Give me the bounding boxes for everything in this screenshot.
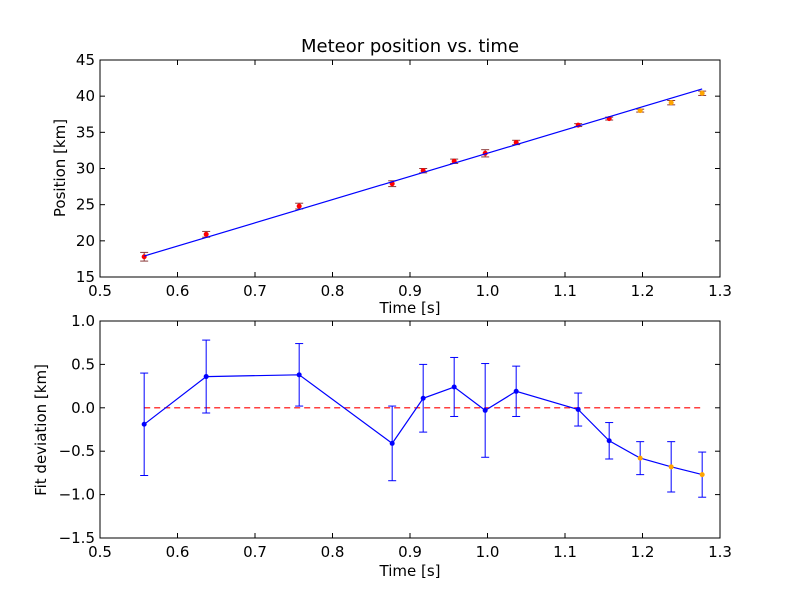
x-tick-label: 0.8 bbox=[321, 282, 345, 300]
data-point bbox=[575, 407, 581, 413]
y-tick-label: 30 bbox=[76, 160, 95, 178]
error-bar bbox=[636, 441, 645, 476]
data-point bbox=[296, 203, 302, 209]
data-point bbox=[420, 395, 426, 401]
data-point bbox=[668, 464, 674, 470]
x-tick-label: 0.5 bbox=[88, 543, 112, 561]
deviation-plot: 0.5 0.6 0.7 0.8 0.9 1.0 1.1 1.2 1.3 −1.5 −1.0 −0.5… bbox=[32, 312, 732, 580]
x-tick-label: 0.6 bbox=[166, 282, 190, 300]
x-tick-label: 1.2 bbox=[631, 543, 655, 561]
x-tick-label: 0.9 bbox=[398, 282, 422, 300]
error-bar bbox=[605, 422, 614, 460]
y-tick-label: 25 bbox=[76, 196, 95, 214]
y-tick-label: 20 bbox=[76, 232, 95, 250]
data-point bbox=[668, 100, 674, 106]
error-bar bbox=[202, 339, 211, 414]
error-bar bbox=[698, 90, 707, 96]
y-tick-label: −0.5 bbox=[59, 442, 95, 460]
data-point bbox=[699, 90, 705, 96]
x-tick-label: 0.5 bbox=[88, 282, 112, 300]
data-point bbox=[513, 388, 519, 394]
error-bar bbox=[667, 441, 676, 493]
x-tick-label: 0.8 bbox=[321, 543, 345, 561]
x-tick-label: 0.9 bbox=[398, 543, 422, 561]
data-point bbox=[606, 438, 612, 444]
error-bar bbox=[636, 108, 645, 114]
error-bar bbox=[450, 356, 459, 417]
error-bar bbox=[667, 100, 676, 106]
deviation-plot-area bbox=[140, 339, 707, 498]
x-tick-label: 0.7 bbox=[243, 282, 267, 300]
x-tick-label: 1.0 bbox=[476, 282, 500, 300]
error-bar bbox=[295, 343, 304, 407]
position-x-axis-label: Time [s] bbox=[379, 299, 441, 317]
y-tick-label: −1.0 bbox=[59, 486, 95, 504]
x-tick-label: 1.3 bbox=[708, 282, 732, 300]
y-tick-label: 15 bbox=[76, 268, 95, 286]
y-tick-label: 0.5 bbox=[71, 355, 95, 373]
deviation-x-axis-label: Time [s] bbox=[379, 562, 441, 580]
x-tick-label: 1.1 bbox=[553, 282, 577, 300]
y-tick-label: 0.0 bbox=[71, 399, 95, 417]
position-y-ticks: 15 20 25 30 35 40 45 bbox=[76, 51, 720, 286]
y-tick-label: 40 bbox=[76, 87, 95, 105]
data-point bbox=[296, 372, 302, 378]
y-tick-label: 35 bbox=[76, 123, 95, 141]
error-bar bbox=[388, 405, 397, 482]
data-point bbox=[637, 455, 643, 461]
x-tick-label: 1.1 bbox=[553, 543, 577, 561]
x-tick-label: 1.3 bbox=[708, 543, 732, 561]
data-point bbox=[389, 440, 395, 446]
x-tick-label: 1.0 bbox=[476, 543, 500, 561]
position-x-ticks: 0.5 0.6 0.7 0.8 0.9 1.0 1.1 1.2 1.3 bbox=[88, 60, 732, 300]
error-bar bbox=[481, 363, 490, 458]
position-plot-title: Meteor position vs. time bbox=[301, 36, 519, 57]
y-tick-label: −1.5 bbox=[59, 529, 95, 547]
deviation-x-ticks: 0.5 0.6 0.7 0.8 0.9 1.0 1.1 1.2 1.3 bbox=[88, 321, 732, 561]
position-y-axis-label: Position [km] bbox=[51, 119, 69, 217]
data-point bbox=[699, 472, 705, 478]
position-plot: Meteor position vs. time 0.5 0.6 0.7 0.8 0.9… bbox=[51, 36, 732, 317]
data-point bbox=[203, 231, 209, 237]
x-tick-label: 0.6 bbox=[166, 543, 190, 561]
y-tick-label: 45 bbox=[76, 51, 95, 69]
x-tick-label: 0.7 bbox=[243, 543, 267, 561]
data-point bbox=[482, 407, 488, 413]
error-bar bbox=[574, 392, 583, 427]
deviation-y-ticks: −1.5 −1.0 −0.5 0.0 0.5 1.0 bbox=[59, 312, 720, 547]
x-tick-label: 1.2 bbox=[631, 282, 655, 300]
error-bar bbox=[698, 451, 707, 498]
position-plot-area bbox=[140, 88, 707, 262]
error-bar bbox=[140, 372, 149, 477]
fit-line bbox=[144, 88, 703, 257]
deviation-y-axis-label: Fit deviation [km] bbox=[32, 364, 50, 496]
data-point bbox=[637, 108, 643, 114]
data-point bbox=[451, 384, 457, 390]
data-point bbox=[203, 374, 209, 380]
y-tick-label: 1.0 bbox=[71, 312, 95, 330]
error-bar bbox=[419, 363, 428, 433]
error-bar bbox=[512, 365, 521, 417]
data-point bbox=[141, 421, 147, 427]
